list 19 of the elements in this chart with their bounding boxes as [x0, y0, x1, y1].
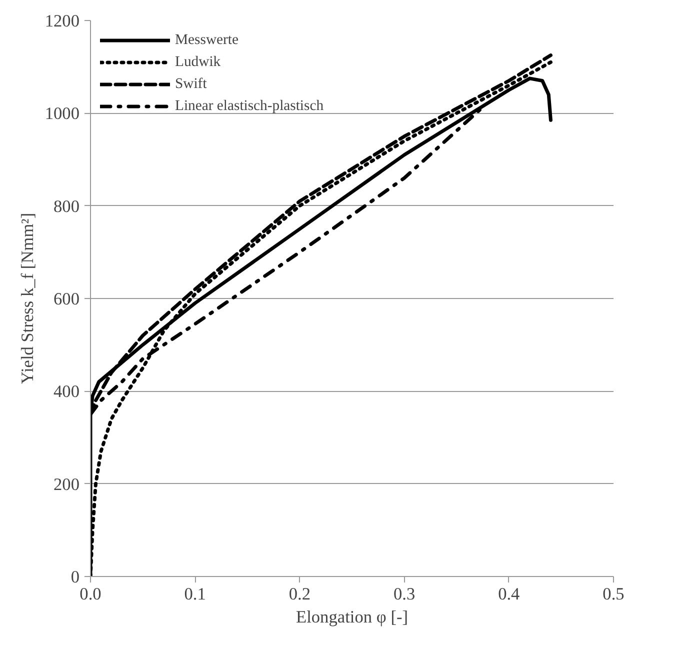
x-tick-label: 0.1 [184, 584, 206, 604]
y-tick-label: 600 [54, 290, 80, 308]
y-tick-label: 1000 [44, 104, 80, 124]
legend-label: Ludwik [175, 54, 221, 70]
x-tick-label: 0.2 [288, 584, 311, 604]
legend-label: Linear elastisch-plastisch [175, 98, 324, 114]
legend-label: Swift [175, 76, 207, 92]
y-tick-label: 0 [70, 568, 80, 586]
legend-label: Messwerte [175, 32, 238, 48]
y-tick-label: 200 [54, 474, 80, 494]
y-tick-label: 400 [54, 382, 80, 402]
x-tick-label: 0.5 [602, 584, 624, 604]
x-axis-title: Elongation φ [-] [296, 608, 408, 626]
y-tick-label: 1200 [44, 12, 80, 30]
x-tick-label: 0.0 [80, 584, 102, 604]
y-tick-label: 800 [54, 196, 80, 216]
x-tick-label: 0.3 [393, 584, 416, 604]
x-tick-label: 0.4 [498, 584, 520, 604]
y-axis-title: Yield Stress k_f [Nmm²] [18, 212, 37, 384]
